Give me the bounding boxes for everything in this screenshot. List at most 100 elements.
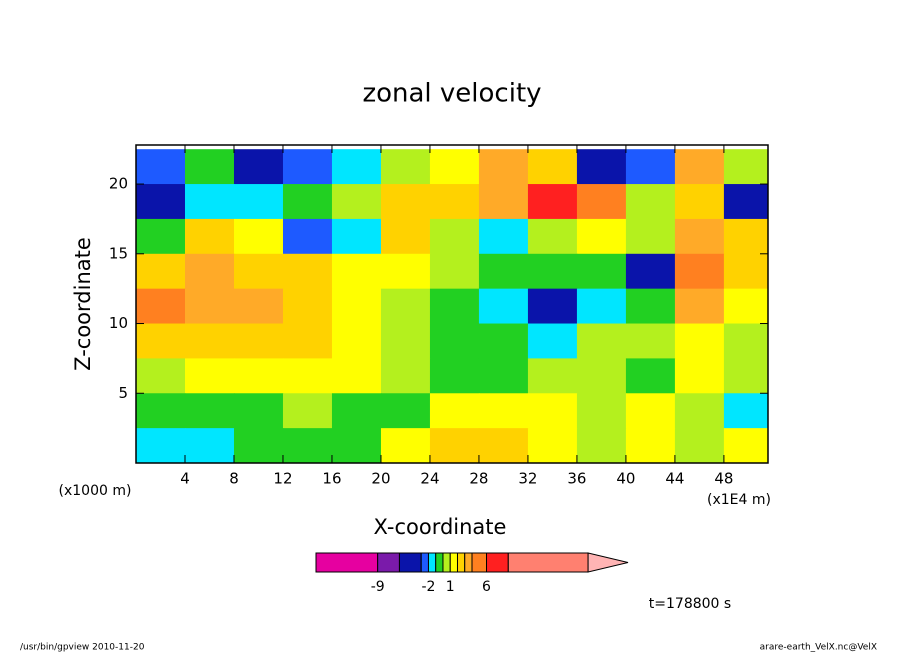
contour-cell bbox=[625, 253, 676, 290]
x-tick-label: 8 bbox=[229, 470, 239, 488]
contour-cell bbox=[429, 288, 480, 325]
x-tick-label: 44 bbox=[665, 470, 684, 488]
contour-cell bbox=[625, 323, 676, 359]
colorbar-segment bbox=[427, 552, 437, 573]
contour-cell bbox=[674, 358, 725, 394]
colorbar-segment bbox=[435, 552, 444, 573]
contour-cell bbox=[527, 149, 578, 185]
contour-cell bbox=[674, 428, 725, 464]
contour-cell bbox=[282, 393, 333, 429]
x-tick-label: 28 bbox=[469, 470, 488, 488]
contour-cell bbox=[282, 184, 333, 220]
contour-cell bbox=[625, 428, 676, 464]
contour-cell bbox=[723, 428, 769, 464]
contour-cell bbox=[233, 323, 284, 359]
contour-cell bbox=[233, 393, 284, 429]
contour-cell bbox=[282, 323, 333, 359]
contour-cell bbox=[282, 149, 333, 185]
colorbar-tick-label: 6 bbox=[482, 579, 491, 595]
contour-cell bbox=[429, 358, 480, 394]
contour-cell bbox=[527, 323, 578, 359]
contour-cell bbox=[576, 218, 627, 255]
x-tick-label: 20 bbox=[371, 470, 390, 488]
colorbar-segment bbox=[456, 552, 466, 573]
contour-cell bbox=[625, 184, 676, 220]
contour-cell bbox=[429, 149, 480, 185]
contour-cell bbox=[478, 428, 529, 464]
contour-cell bbox=[723, 323, 769, 359]
contour-cell bbox=[625, 288, 676, 325]
colorbar-segment bbox=[486, 552, 509, 573]
contour-cell bbox=[233, 428, 284, 464]
contour-cell bbox=[184, 149, 235, 185]
colorbar-tick-label: -2 bbox=[421, 579, 435, 595]
contour-cell bbox=[282, 218, 333, 255]
contour-cell bbox=[184, 253, 235, 290]
contour-cell bbox=[527, 358, 578, 394]
contour-cell bbox=[380, 149, 431, 185]
y-tick-label: 20 bbox=[109, 175, 128, 193]
contour-cell bbox=[380, 323, 431, 359]
contour-cell bbox=[429, 428, 480, 464]
contour-cell bbox=[380, 358, 431, 394]
contour-cell bbox=[576, 358, 627, 394]
contour-cell bbox=[478, 393, 529, 429]
contour-cell bbox=[674, 253, 725, 290]
colorbar-tick-label: -9 bbox=[371, 579, 385, 595]
y-tick-label: 10 bbox=[109, 314, 128, 332]
contour-cell bbox=[429, 253, 480, 290]
contour-cell bbox=[331, 323, 382, 359]
contour-cell bbox=[233, 288, 284, 325]
contour-cell bbox=[723, 288, 769, 325]
contour-cell bbox=[674, 393, 725, 429]
contour-cell bbox=[282, 253, 333, 290]
contour-cell bbox=[674, 288, 725, 325]
x-tick-label: 48 bbox=[714, 470, 733, 488]
contour-cell bbox=[136, 323, 186, 359]
footer-right: arare-earth_VelX.nc@VelX bbox=[760, 643, 877, 653]
contour-cell bbox=[233, 253, 284, 290]
contour-cell bbox=[233, 149, 284, 185]
contour-cell bbox=[625, 393, 676, 429]
x-unit-right: (x1E4 m) bbox=[707, 492, 771, 508]
y-axis-label: Z-coordinate bbox=[71, 237, 95, 371]
contour-cell bbox=[331, 184, 382, 220]
contour-cell bbox=[429, 218, 480, 255]
contour-cell bbox=[331, 288, 382, 325]
contour-cell bbox=[478, 184, 529, 220]
plot-frame bbox=[135, 144, 769, 464]
x-tick-label: 40 bbox=[616, 470, 635, 488]
contour-cell bbox=[723, 393, 769, 429]
contour-cell bbox=[527, 288, 578, 325]
contour-cell bbox=[380, 393, 431, 429]
contour-cell bbox=[184, 323, 235, 359]
contour-cell bbox=[282, 428, 333, 464]
contour-cell bbox=[380, 253, 431, 290]
colorbar-segment bbox=[471, 552, 488, 573]
contour-cell bbox=[282, 288, 333, 325]
colorbar-segment bbox=[420, 552, 429, 573]
contour-cell bbox=[576, 393, 627, 429]
chart-title: zonal velocity bbox=[362, 79, 541, 109]
contour-cell bbox=[625, 149, 676, 185]
x-tick-label: 36 bbox=[567, 470, 586, 488]
colorbar-segment bbox=[449, 552, 458, 573]
contour-cell bbox=[380, 218, 431, 255]
contour-cell bbox=[527, 253, 578, 290]
colorbar-extension bbox=[587, 552, 629, 573]
contour-cell bbox=[380, 184, 431, 220]
contour-cell bbox=[576, 253, 627, 290]
contour-cell bbox=[282, 358, 333, 394]
colorbar-tick-label: 1 bbox=[446, 579, 455, 595]
contour-cell bbox=[184, 358, 235, 394]
contour-cell bbox=[723, 358, 769, 394]
contour-cell bbox=[674, 149, 725, 185]
x-tick-label: 4 bbox=[180, 470, 190, 488]
contour-cell bbox=[478, 218, 529, 255]
x-tick-label: 32 bbox=[518, 470, 537, 488]
colorbar-segment bbox=[398, 552, 422, 573]
contour-cell bbox=[576, 184, 627, 220]
colorbar-segment bbox=[464, 552, 473, 573]
contour-cell bbox=[527, 428, 578, 464]
